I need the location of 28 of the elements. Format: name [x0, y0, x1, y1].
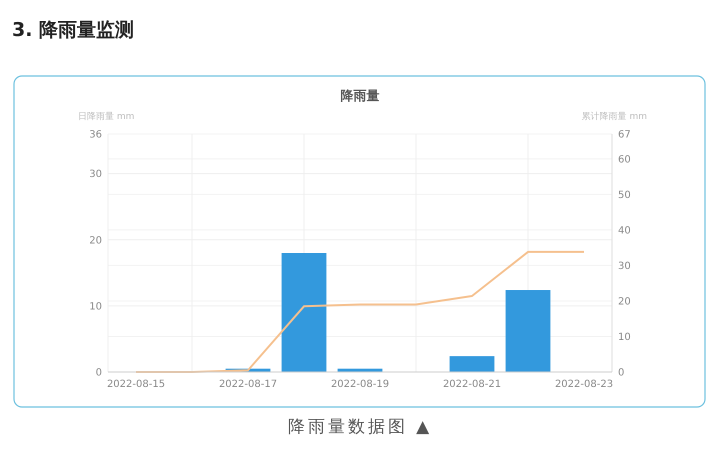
y-tick-label: 0: [96, 368, 102, 378]
y2-tick-label: 20: [618, 296, 631, 308]
y-axis-title: 日降雨量 mm: [78, 111, 134, 122]
line-series: [135, 250, 585, 373]
x-tick-label: 2022-08-15: [106, 379, 166, 390]
text: 降雨量数据图 ▲: [288, 417, 432, 437]
y2-tick-label: 60: [618, 154, 631, 166]
x-tick-label: 2022-08-17: [218, 379, 278, 390]
chart-subtitle: 降雨量: [340, 89, 380, 104]
y-tick-label: 20: [89, 235, 102, 246]
y2-tick-label: 40: [618, 225, 631, 236]
y-tick-label: 30: [89, 169, 102, 180]
bar: [282, 253, 326, 372]
x-tick-label: 2022-08-21: [442, 379, 502, 390]
y2-tick-label: 0: [618, 368, 624, 378]
y2-tick-label: 10: [618, 332, 631, 343]
bar: [450, 356, 494, 372]
bar: [338, 368, 382, 372]
y-tick-label: 10: [89, 301, 102, 312]
y-tick-label: 36: [89, 130, 102, 140]
y2-tick-label: 30: [618, 260, 631, 272]
y2-tick-label: 50: [618, 190, 631, 201]
chart-title: 3. 降雨量监测: [12, 19, 134, 41]
x-tick-label: 2022-08-19: [330, 379, 390, 390]
y2-tick-label: 67: [618, 130, 631, 140]
y2-axis-title: 累计降雨量 mm: [582, 111, 647, 122]
bar: [506, 290, 550, 372]
x-tick-label: 2022-08-23: [554, 379, 614, 390]
